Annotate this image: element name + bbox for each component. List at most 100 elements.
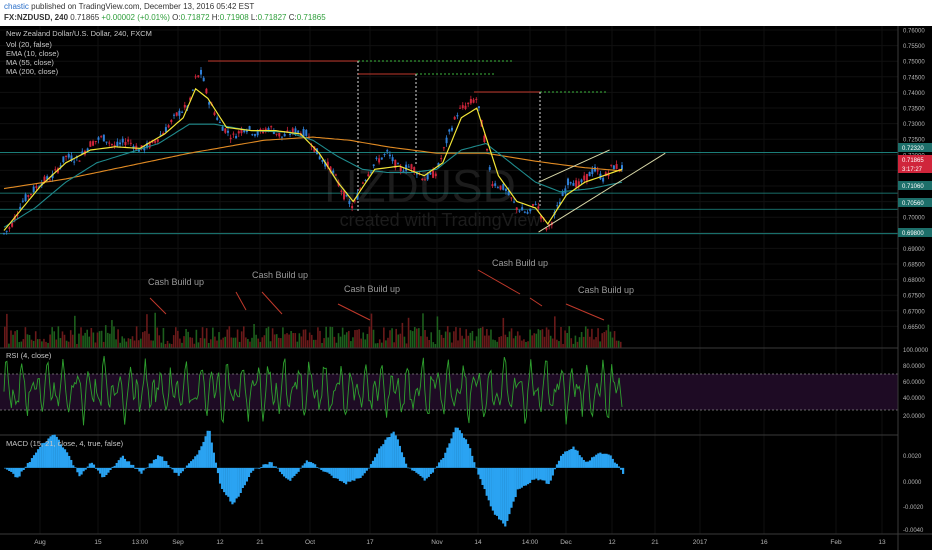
- macd-bar: [227, 467, 230, 497]
- macd-bar: [456, 427, 459, 468]
- volume-bar: [197, 342, 200, 348]
- volume-bar: [405, 343, 408, 348]
- candle-body: [575, 180, 578, 188]
- volume-bar: [129, 338, 132, 348]
- low-label: L:: [250, 13, 258, 22]
- candle-body: [394, 159, 397, 168]
- volume-bar: [88, 336, 91, 348]
- volume-bar: [471, 330, 474, 348]
- macd-bar: [55, 436, 58, 468]
- macd-bar: [460, 433, 463, 468]
- volume-bar: [302, 329, 305, 348]
- volume-bar: [615, 340, 618, 348]
- volume-bar: [245, 337, 247, 348]
- macd-bar: [99, 467, 102, 474]
- macd-bar: [557, 460, 561, 468]
- macd-bar: [285, 467, 288, 479]
- volume-bar: [354, 330, 356, 348]
- volume-bar: [461, 335, 463, 348]
- volume-bar: [465, 329, 468, 348]
- volume-bar: [576, 341, 579, 348]
- macd-bar: [309, 462, 313, 468]
- volume-bar: [535, 333, 538, 348]
- volume-bar: [226, 329, 229, 348]
- volume-bar: [65, 340, 68, 348]
- volume-bar: [516, 331, 519, 348]
- price-axis[interactable]: 0.76000 0.75500 0.75000 0.74500 0.74000 0.735…: [903, 29, 925, 331]
- macd-bar: [156, 455, 160, 468]
- volume-bar: [372, 329, 375, 348]
- candle-body: [348, 201, 351, 205]
- volume-bar: [255, 334, 257, 348]
- macd-bar: [549, 467, 552, 481]
- volume-bar: [459, 327, 461, 348]
- candle-body: [399, 166, 402, 171]
- candle-body: [591, 168, 594, 174]
- volume-bar: [378, 339, 381, 348]
- volume-bar: [387, 337, 389, 348]
- macd-bar: [491, 467, 494, 511]
- volume-bar: [18, 342, 21, 348]
- volume-bar: [284, 334, 286, 348]
- candle-body: [523, 211, 526, 213]
- volume-bar: [504, 334, 507, 348]
- rsi-axis[interactable]: 100.0000 80.0000 60.0000 40.0000 20.0000: [903, 348, 929, 420]
- candle-body: [221, 126, 224, 131]
- macd-bar: [543, 467, 546, 481]
- macd-bar: [92, 464, 96, 468]
- candle-body: [499, 185, 502, 190]
- macd-bar: [258, 467, 261, 469]
- macd-axis[interactable]: 0.0020 0.0000 -0.0020 -0.0040: [903, 454, 924, 534]
- macd-bar: [283, 467, 286, 477]
- macd-bar: [22, 467, 25, 470]
- time-tick-label: 12: [216, 539, 224, 546]
- macd-bar: [121, 455, 125, 468]
- volume-bar: [486, 329, 488, 348]
- macd-tick-label: -0.0020: [903, 505, 924, 511]
- macd-bar: [330, 467, 333, 476]
- candle-body: [545, 227, 548, 230]
- volume-bar: [183, 336, 185, 348]
- candle-body: [415, 172, 418, 175]
- macd-bar: [413, 467, 416, 472]
- cash-arrow-3: [337, 303, 371, 321]
- macd-bar: [504, 467, 507, 527]
- volume-bar: [556, 339, 558, 348]
- candle-body: [46, 176, 49, 180]
- watermark-subtitle: created with TradingView: [340, 210, 542, 230]
- symbol-line: FX:NZDUSD, 240 0.71865 +0.00002 (+0.01%)…: [4, 13, 326, 22]
- macd-bar: [163, 460, 166, 468]
- cash-arrow-2b: [235, 291, 247, 311]
- macd-bar: [192, 459, 195, 468]
- volume-bar: [154, 312, 156, 348]
- macd-bar: [150, 463, 153, 468]
- macd-bar: [398, 445, 401, 468]
- volume-bar: [321, 342, 323, 348]
- macd-bar: [229, 467, 232, 502]
- macd-bar: [254, 467, 257, 469]
- volume-bar: [26, 334, 29, 348]
- price-tag-label: 3:17:27: [902, 167, 923, 173]
- volume-bar: [494, 340, 496, 348]
- symbol-name: FX:NZDUSD, 240: [4, 13, 69, 22]
- time-axis[interactable]: Aug 15 13:00 Sep 12 21 Oct 17 Nov 14 14:00 Dec 12 21 2…: [34, 539, 886, 546]
- candle-body: [477, 106, 480, 108]
- rsi-tick-label: 100.0000: [903, 348, 929, 354]
- volume-bar: [214, 336, 216, 348]
- volume-bar: [247, 339, 249, 348]
- volume-bar: [6, 313, 8, 348]
- chart-canvas[interactable]: NZDUSD created with TradingView Cash Bui…: [0, 26, 932, 550]
- volume-bar: [80, 327, 82, 348]
- volume-bar: [191, 337, 194, 348]
- volume-bar: [539, 330, 542, 348]
- macd-bar: [128, 461, 131, 468]
- candle-body: [432, 170, 435, 178]
- macd-bar: [117, 460, 120, 468]
- macd-bar: [264, 464, 267, 468]
- macd-bar: [423, 467, 426, 481]
- volume-bar: [541, 329, 544, 348]
- candle-body: [297, 130, 300, 133]
- author-link[interactable]: chastic: [4, 2, 29, 11]
- macd-bar: [266, 464, 269, 468]
- macd-bar: [371, 460, 375, 468]
